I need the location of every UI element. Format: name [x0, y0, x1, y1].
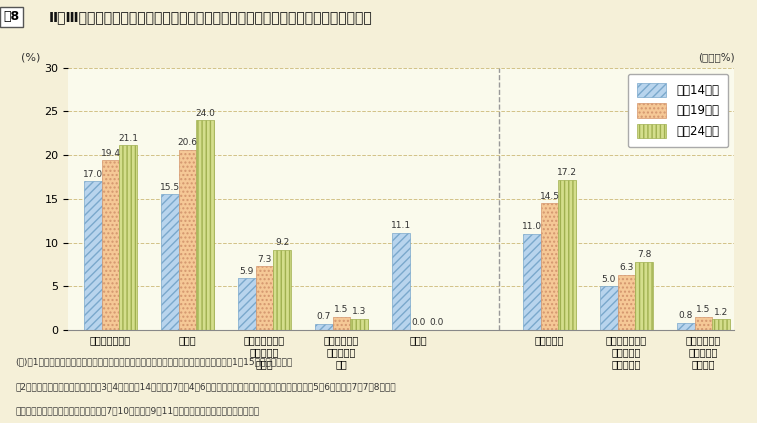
Bar: [101, 160, 120, 330]
Text: 15.5: 15.5: [160, 183, 180, 192]
Text: 5.9: 5.9: [240, 267, 254, 276]
Text: 24.0: 24.0: [195, 109, 215, 118]
Bar: [600, 286, 618, 330]
Text: 14.5: 14.5: [540, 192, 559, 201]
Bar: [559, 180, 576, 330]
Bar: [315, 324, 332, 330]
Text: 17.2: 17.2: [557, 168, 577, 177]
Bar: [677, 323, 695, 330]
Bar: [273, 250, 291, 330]
Text: 6.3: 6.3: [619, 263, 634, 272]
Text: 21.1: 21.1: [118, 134, 139, 143]
Bar: [196, 120, 214, 330]
Text: 7.8: 7.8: [637, 250, 651, 259]
Bar: [635, 262, 653, 330]
Bar: [256, 266, 273, 330]
Bar: [84, 181, 101, 330]
Text: 1.3: 1.3: [352, 307, 366, 316]
Bar: [392, 233, 410, 330]
Text: (単位：%): (単位：%): [698, 52, 734, 63]
Text: 9.2: 9.2: [275, 238, 289, 247]
Text: (注)　1　人事院「一般職の国家公務員の任用状況調査報告」より作成しており、各年度1月15日現在の割合。: (注) 1 人事院「一般職の国家公務員の任用状況調査報告」より作成しており、各年…: [15, 357, 292, 366]
Text: 2　係長級は行政職係紙表（一）3、4級（平成14年度は文7メ〆4～6級）、本省課長補佐・地方機関の課長級は同5、6級（同文7）7、8級）、: 2 係長級は行政職係紙表（一）3、4級（平成14年度は文7メ〆4～6級）、本省課…: [15, 383, 396, 392]
Bar: [695, 317, 712, 330]
Text: 図8: 図8: [3, 11, 20, 23]
Text: 0.0: 0.0: [429, 319, 444, 327]
Text: Ⅱ・Ⅲ種試験・一般職試験採用者における役職者に占める女性の割合（本省在職者）: Ⅱ・Ⅲ種試験・一般職試験採用者における役職者に占める女性の割合（本省在職者）: [49, 10, 373, 24]
Legend: 平成14年度, 平成19年度, 平成24年度: 平成14年度, 平成19年度, 平成24年度: [628, 74, 728, 148]
Text: 17.0: 17.0: [83, 170, 103, 179]
Bar: [712, 319, 730, 330]
Text: 11.0: 11.0: [522, 222, 542, 231]
Text: 7.3: 7.3: [257, 255, 272, 264]
Text: 1.5: 1.5: [335, 305, 349, 314]
Text: 11.1: 11.1: [391, 221, 411, 230]
Bar: [120, 146, 137, 330]
Text: 5.0: 5.0: [602, 275, 616, 283]
Text: 本省課室長・地方機関の長級は同7～10級（同文9～11級）の適用者に占める女性の割合。: 本省課室長・地方機関の長級は同7～10級（同文9～11級）の適用者に占める女性の…: [15, 406, 259, 415]
Bar: [238, 278, 256, 330]
Bar: [179, 150, 196, 330]
Bar: [161, 195, 179, 330]
Text: 1.5: 1.5: [696, 305, 711, 314]
Text: 0.8: 0.8: [678, 311, 693, 320]
Bar: [523, 234, 540, 330]
Text: 1.2: 1.2: [714, 308, 728, 317]
Text: 20.6: 20.6: [177, 138, 198, 147]
Text: (%): (%): [21, 52, 41, 63]
Text: 0.0: 0.0: [411, 319, 425, 327]
Bar: [618, 275, 635, 330]
Text: 19.4: 19.4: [101, 149, 120, 158]
Bar: [332, 317, 350, 330]
Text: 0.7: 0.7: [316, 312, 331, 321]
Bar: [540, 203, 559, 330]
Bar: [350, 319, 368, 330]
